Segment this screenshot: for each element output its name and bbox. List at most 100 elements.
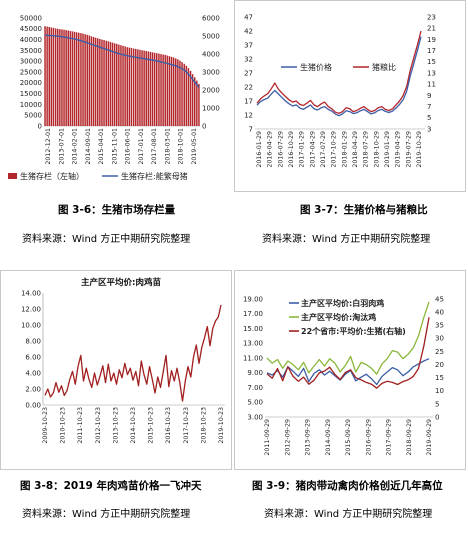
right-y-tick-label: 4000 [202, 50, 220, 58]
inventory-bar [99, 39, 101, 126]
left-y-tick-label: 45000 [20, 25, 42, 33]
x-tick-label: 2017-10-23 [183, 407, 190, 444]
x-tick-label: 2016-09-29 [365, 419, 372, 456]
right-y-tick-label: 7 [427, 103, 431, 111]
chart-svg-pig-inventory: 0500010000150002000025000300003500040000… [8, 14, 220, 181]
left-y-tick-label: 19.00 [243, 295, 263, 303]
inventory-bar [111, 42, 114, 126]
x-tick-label: 2012-12-01 [45, 128, 52, 165]
inventory-bar [132, 48, 135, 126]
inventory-bar [139, 49, 141, 126]
inventory-bar [44, 26, 46, 127]
inventory-bar [160, 54, 162, 126]
right-y-tick-label: 13 [427, 69, 436, 77]
x-tick-label: 2013-10-23 [112, 407, 119, 444]
left-y-tick-label: 17.00 [243, 310, 263, 318]
x-tick-label: 2019-05-01 [191, 128, 198, 165]
x-tick-label: 2016-10-29 [288, 131, 295, 168]
inventory-bar [82, 33, 84, 126]
x-tick-label: 2017-07-29 [320, 131, 327, 168]
left-y-tick-label: 40000 [20, 36, 42, 44]
caption-3-9: 图 3-9：猪肉带动禽肉价格创近几年高位 [252, 480, 443, 492]
right-y-tick-label: 6000 [202, 14, 220, 22]
legend-label-culled-hen: 主产区平均价:淘汰鸡 [301, 312, 376, 322]
right-y-tick-label: 11 [427, 81, 436, 89]
inventory-bar [145, 51, 147, 126]
legend-label-sow: 生猪存栏:能繁母猪 [121, 171, 188, 181]
inventory-bar [48, 27, 50, 127]
inventory-bar [65, 30, 67, 127]
chick-price-line [44, 304, 222, 402]
x-tick-label: 2018-07-29 [363, 131, 370, 168]
chart-svg-pig-price-ratio: 7 12 17 22 27 32 37 42 47 3 5 7 9 11 13 15 17 19 21 23 2016-… [244, 13, 436, 168]
x-tick-label: 2017-10-29 [331, 131, 338, 168]
left-y-tick-label: 12 [244, 111, 253, 119]
x-tick-label: 2019-09-29 [426, 419, 433, 456]
x-tick-label: 2017-01-29 [299, 131, 306, 168]
left-y-tick-label: 50000 [20, 14, 42, 22]
left-y-tick-label: 47 [244, 13, 253, 21]
x-tick-label: 2016-04-29 [267, 131, 274, 168]
chart-title: 主产区平均价:肉鸡苗 [81, 277, 161, 288]
inventory-bar [107, 41, 110, 126]
pig-price-line [266, 317, 430, 389]
chart-svg-poultry-prices: 3.00 5.00 7.00 9.00 11.00 13.00 15.00 17.00 19.0… [243, 295, 444, 456]
x-tick-label: 2019-04-29 [395, 131, 402, 168]
sow-inventory-line [45, 34, 200, 88]
left-y-tick-label: 10000 [20, 101, 42, 109]
x-tick-label: 2011-10-23 [77, 407, 84, 444]
x-tick-label: 2018-09-29 [406, 419, 413, 456]
left-y-tick-label: 42 [244, 27, 253, 35]
inventory-bar [78, 32, 80, 127]
inventory-bar [196, 80, 198, 126]
inventory-bar [185, 65, 188, 126]
left-y-tick-label: 37 [244, 41, 253, 49]
inventory-bar [105, 40, 107, 127]
inventory-bar [67, 30, 69, 126]
legend-label-inventory: 生猪存栏（左轴） [20, 171, 84, 181]
inventory-bar [143, 50, 145, 126]
inventory-bar [177, 59, 179, 126]
left-y-tick-label: 7.00 [247, 384, 263, 392]
inventory-bar [153, 52, 156, 126]
inventory-bar [46, 26, 48, 127]
inventory-bar [175, 58, 177, 126]
left-y-tick-label: 25000 [20, 68, 42, 76]
x-tick-label: 2019-10-23 [218, 407, 225, 444]
left-y-tick-label: 30000 [20, 58, 42, 66]
right-y-tick-label: 19 [427, 36, 436, 44]
left-y-tick-label: 4.00 [25, 369, 41, 377]
inventory-bar [97, 38, 99, 126]
inventory-bar [71, 31, 74, 126]
inventory-bar [179, 60, 181, 126]
inventory-bar [162, 54, 164, 126]
inventory-bar [170, 56, 173, 126]
right-y-tick-label: 10 [435, 387, 444, 395]
x-tick-label: 2014-10-23 [130, 407, 137, 444]
inventory-bar [181, 62, 183, 126]
right-y-tick-label: 9 [427, 92, 431, 100]
chart-pig-inventory: 0 5000 10000 15000 20000 25000 30000 35000 40000… [0, 0, 232, 192]
inventory-bar [101, 39, 103, 126]
inventory-bar [194, 77, 196, 126]
left-y-tick-label: 35000 [20, 47, 42, 55]
left-y-tick-label: 5000 [24, 112, 42, 120]
caption-3-8: 图 3-8：2019 年肉鸡苗价格一飞冲天 [20, 480, 202, 492]
inventory-bar [59, 29, 61, 127]
right-y-tick-label: 5 [427, 114, 431, 122]
inventory-bar [94, 37, 97, 127]
x-tick-label: 2015-09-29 [345, 419, 352, 456]
inventory-bar [84, 34, 86, 127]
inventory-bar [113, 43, 116, 126]
left-y-tick-label: 3.00 [247, 413, 263, 421]
inventory-bar [92, 37, 95, 126]
left-y-tick-label: 10.00 [21, 321, 41, 329]
inventory-bar [122, 45, 124, 126]
x-tick-label: 2016-01-29 [256, 131, 263, 168]
x-tick-label: 2019-01-29 [384, 131, 391, 168]
source-3-9: 资料来源：Wind 方正中期研究院整理 [264, 509, 433, 520]
inventory-bar [183, 63, 185, 126]
left-y-tick-label: 0.00 [25, 401, 41, 409]
left-y-tick-label: 32 [244, 55, 253, 63]
legend-label-white-feather: 主产区平均价:白羽肉鸡 [301, 298, 384, 308]
